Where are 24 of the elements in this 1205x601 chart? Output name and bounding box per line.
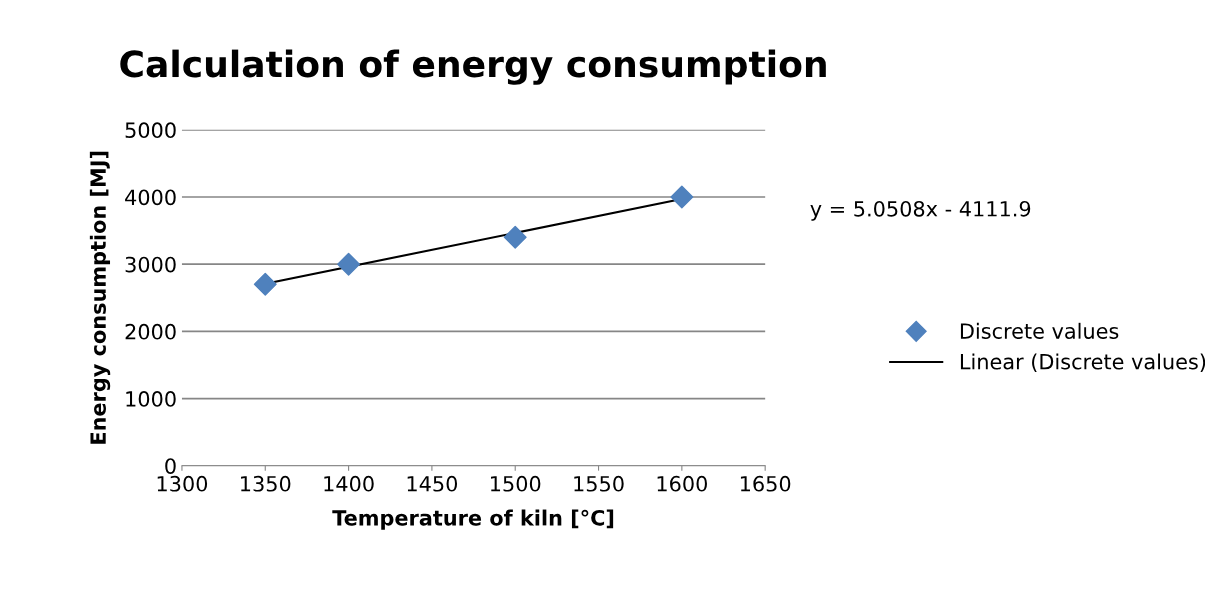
x-tick-label: 1600 xyxy=(657,475,707,492)
y-axis-title: Energy consumption [MJ] xyxy=(89,151,111,444)
x-tick-label: 1650 xyxy=(740,475,791,492)
point xyxy=(253,272,277,296)
y-tick-label: 1000 xyxy=(126,391,176,407)
text: y = 5.0508x - 4111.9 xyxy=(810,200,1031,221)
y-tick-label: 3000 xyxy=(125,256,176,273)
legend-label: Linear (Discrete values) xyxy=(960,353,1205,372)
x-tick-label: 1550 xyxy=(574,475,624,492)
x-axis-title: Temperature of kiln [°C] xyxy=(332,509,614,530)
x-tick-label: 1400 xyxy=(324,475,374,492)
legend-label: Discrete values xyxy=(960,322,1119,339)
y-tick-label: 0 xyxy=(165,458,176,474)
x-tick-label: 1450 xyxy=(407,475,458,492)
y-tick-label: 4000 xyxy=(125,189,176,206)
x-tick-label: 1350 xyxy=(241,475,291,492)
point xyxy=(337,252,361,276)
y-tick-label: 5000 xyxy=(125,122,176,139)
y-tick-label: 2000 xyxy=(125,323,176,340)
point xyxy=(503,225,527,249)
chart-title: Calculation of energy consumption xyxy=(120,49,826,85)
point xyxy=(670,185,694,209)
x-tick-label: 1500 xyxy=(491,475,541,492)
x-tick-label: 1300 xyxy=(157,475,208,492)
